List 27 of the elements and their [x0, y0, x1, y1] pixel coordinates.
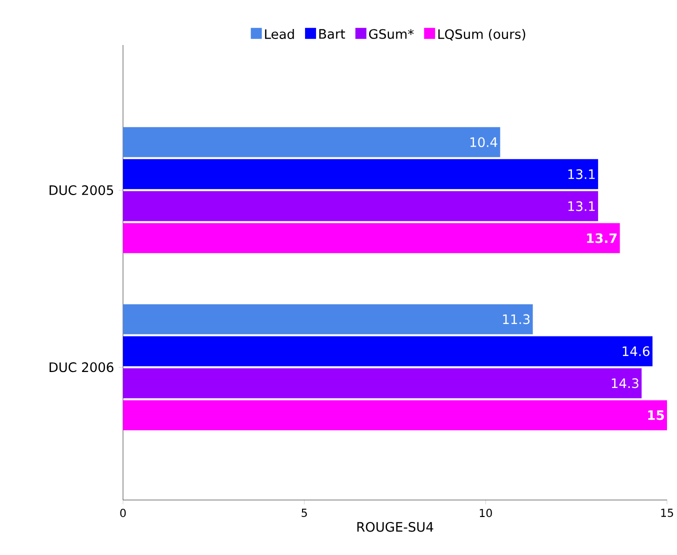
- legend-label: Lead: [265, 28, 294, 40]
- data-label: 13.1: [568, 201, 595, 212]
- data-label: 13.1: [568, 169, 595, 180]
- y-tick-label: DUC 2005: [50, 185, 114, 196]
- data-label: 14.6: [622, 346, 650, 356]
- bar: [123, 223, 620, 254]
- bar: [123, 127, 500, 158]
- bar: [123, 304, 533, 334]
- data-label: 10.4: [470, 137, 498, 148]
- bar: [123, 159, 598, 190]
- x-tick-label: 10: [480, 508, 492, 518]
- bar: [123, 368, 642, 398]
- data-label: 15: [648, 410, 664, 420]
- legend-label: GSum*: [369, 29, 414, 39]
- x-tick-label: 5: [302, 508, 307, 517]
- bar: [123, 400, 667, 430]
- data-label: 11.3: [503, 314, 530, 324]
- legend-label: LQSum (ours): [438, 28, 526, 41]
- data-label: 14.3: [612, 378, 638, 388]
- legend-label: Bart: [319, 29, 346, 39]
- x-axis-title: ROUGE-SU4: [357, 522, 434, 532]
- bar: [123, 336, 652, 366]
- data-label: 13.7: [587, 233, 617, 244]
- bar: [123, 191, 598, 222]
- x-tick-label: 15: [661, 508, 674, 517]
- y-tick-label: DUC 2006: [50, 362, 114, 372]
- x-tick-label: 0: [120, 508, 126, 518]
